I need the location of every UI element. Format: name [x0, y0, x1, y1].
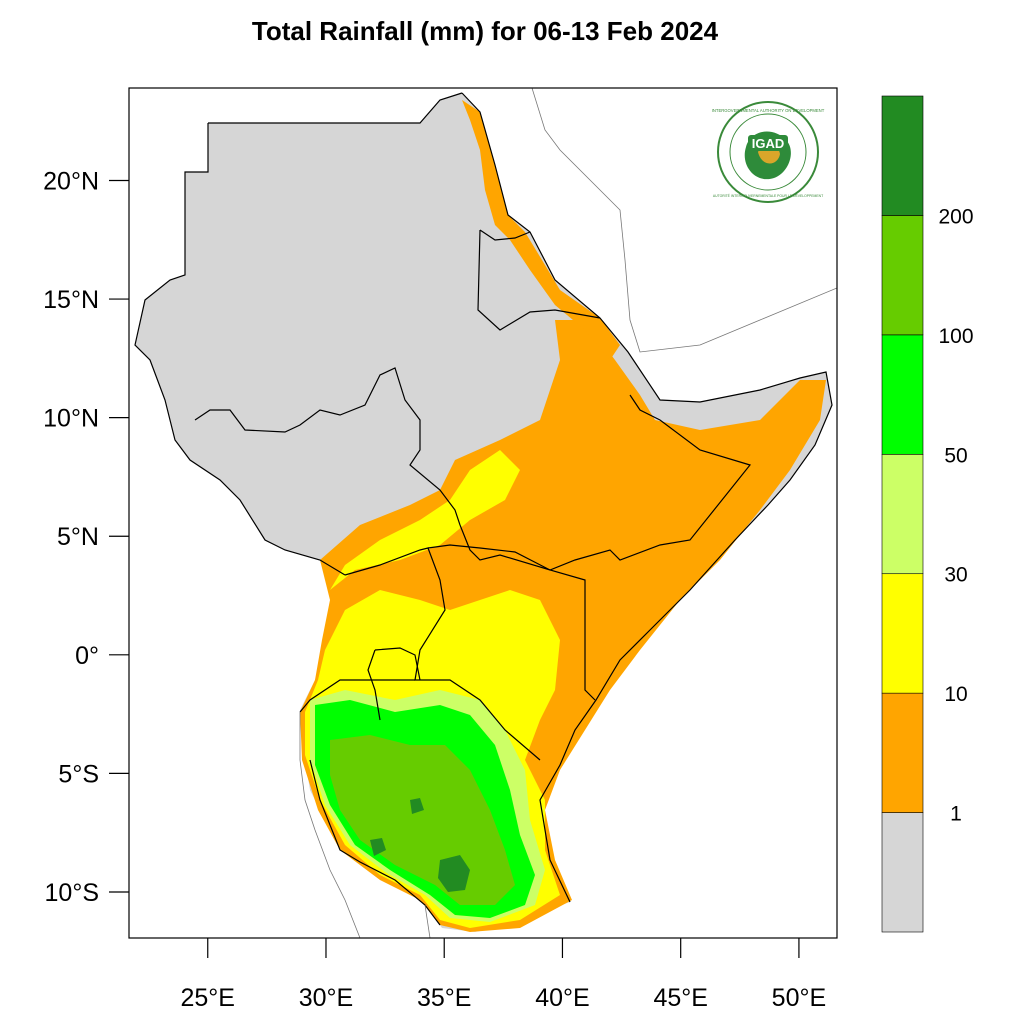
lon-tick-label: 35°E: [417, 984, 471, 1012]
rain-zone-red-sea-coast: [462, 100, 620, 360]
country-borders: [134, 92, 833, 926]
map-title: Total Rainfall (mm) for 06-13 Feb 2024: [251, 16, 719, 46]
latitude-axis: 20°N 15°N 10°N 5°N 0° 5°S 10°S: [43, 167, 129, 907]
rain-zone-100-200mm: [330, 735, 515, 905]
lon-tick-label: 30°E: [299, 984, 353, 1012]
colorbar-swatch: [881, 692, 924, 813]
lat-tick-label: 10°N: [43, 405, 99, 433]
lon-tick-label: 40°E: [535, 984, 589, 1012]
lat-tick-label: 5°N: [57, 523, 99, 551]
colorbar-label: 1: [950, 803, 962, 826]
lat-tick-label: 0°: [75, 642, 99, 670]
igad-logo-ring-text: INTERGOVERNMENTAL AUTHORITY ON DEVELOPME…: [712, 108, 825, 113]
colorbar-label: 10: [944, 683, 967, 706]
map-canvas: [134, 88, 837, 938]
colorbar-swatch: [881, 573, 924, 694]
colorbar-swatch: [881, 453, 924, 575]
colorbar-label: 100: [938, 325, 973, 348]
rain-zone-over-200mm: [370, 798, 470, 892]
lat-tick-label: 5°S: [58, 760, 99, 788]
lon-tick-label: 50°E: [772, 984, 826, 1012]
igad-logo-ring-text-fr: AUTORITÉ INTERGOUVERNEMENTALE POUR LE DÉ…: [713, 193, 823, 198]
igad-logo-text: IGAD: [752, 136, 785, 151]
lon-tick-label: 25°E: [181, 984, 235, 1012]
colorbar-swatch: [881, 95, 924, 216]
map-frame: [128, 87, 838, 939]
colorbar-label: 200: [938, 205, 973, 228]
colorbar-swatch: [881, 812, 924, 933]
lat-tick-label: 10°S: [45, 879, 99, 907]
colorbar-legend: 1 10 30 50 100 200: [881, 95, 974, 933]
longitude-axis: 25°E 30°E 35°E 40°E 45°E 50°E: [181, 938, 826, 1012]
colorbar-swatch: [881, 215, 924, 336]
colorbar-label: 50: [944, 444, 967, 467]
igad-logo: IGAD INTERGOVERNMENTAL AUTHORITY ON DEVE…: [712, 101, 825, 203]
colorbar-label: 30: [944, 564, 967, 587]
colorbar-swatch: [881, 334, 924, 455]
lat-tick-label: 20°N: [43, 167, 99, 195]
reference-lines: [299, 88, 837, 938]
lon-tick-label: 45°E: [653, 984, 707, 1012]
lat-tick-label: 15°N: [43, 286, 99, 314]
